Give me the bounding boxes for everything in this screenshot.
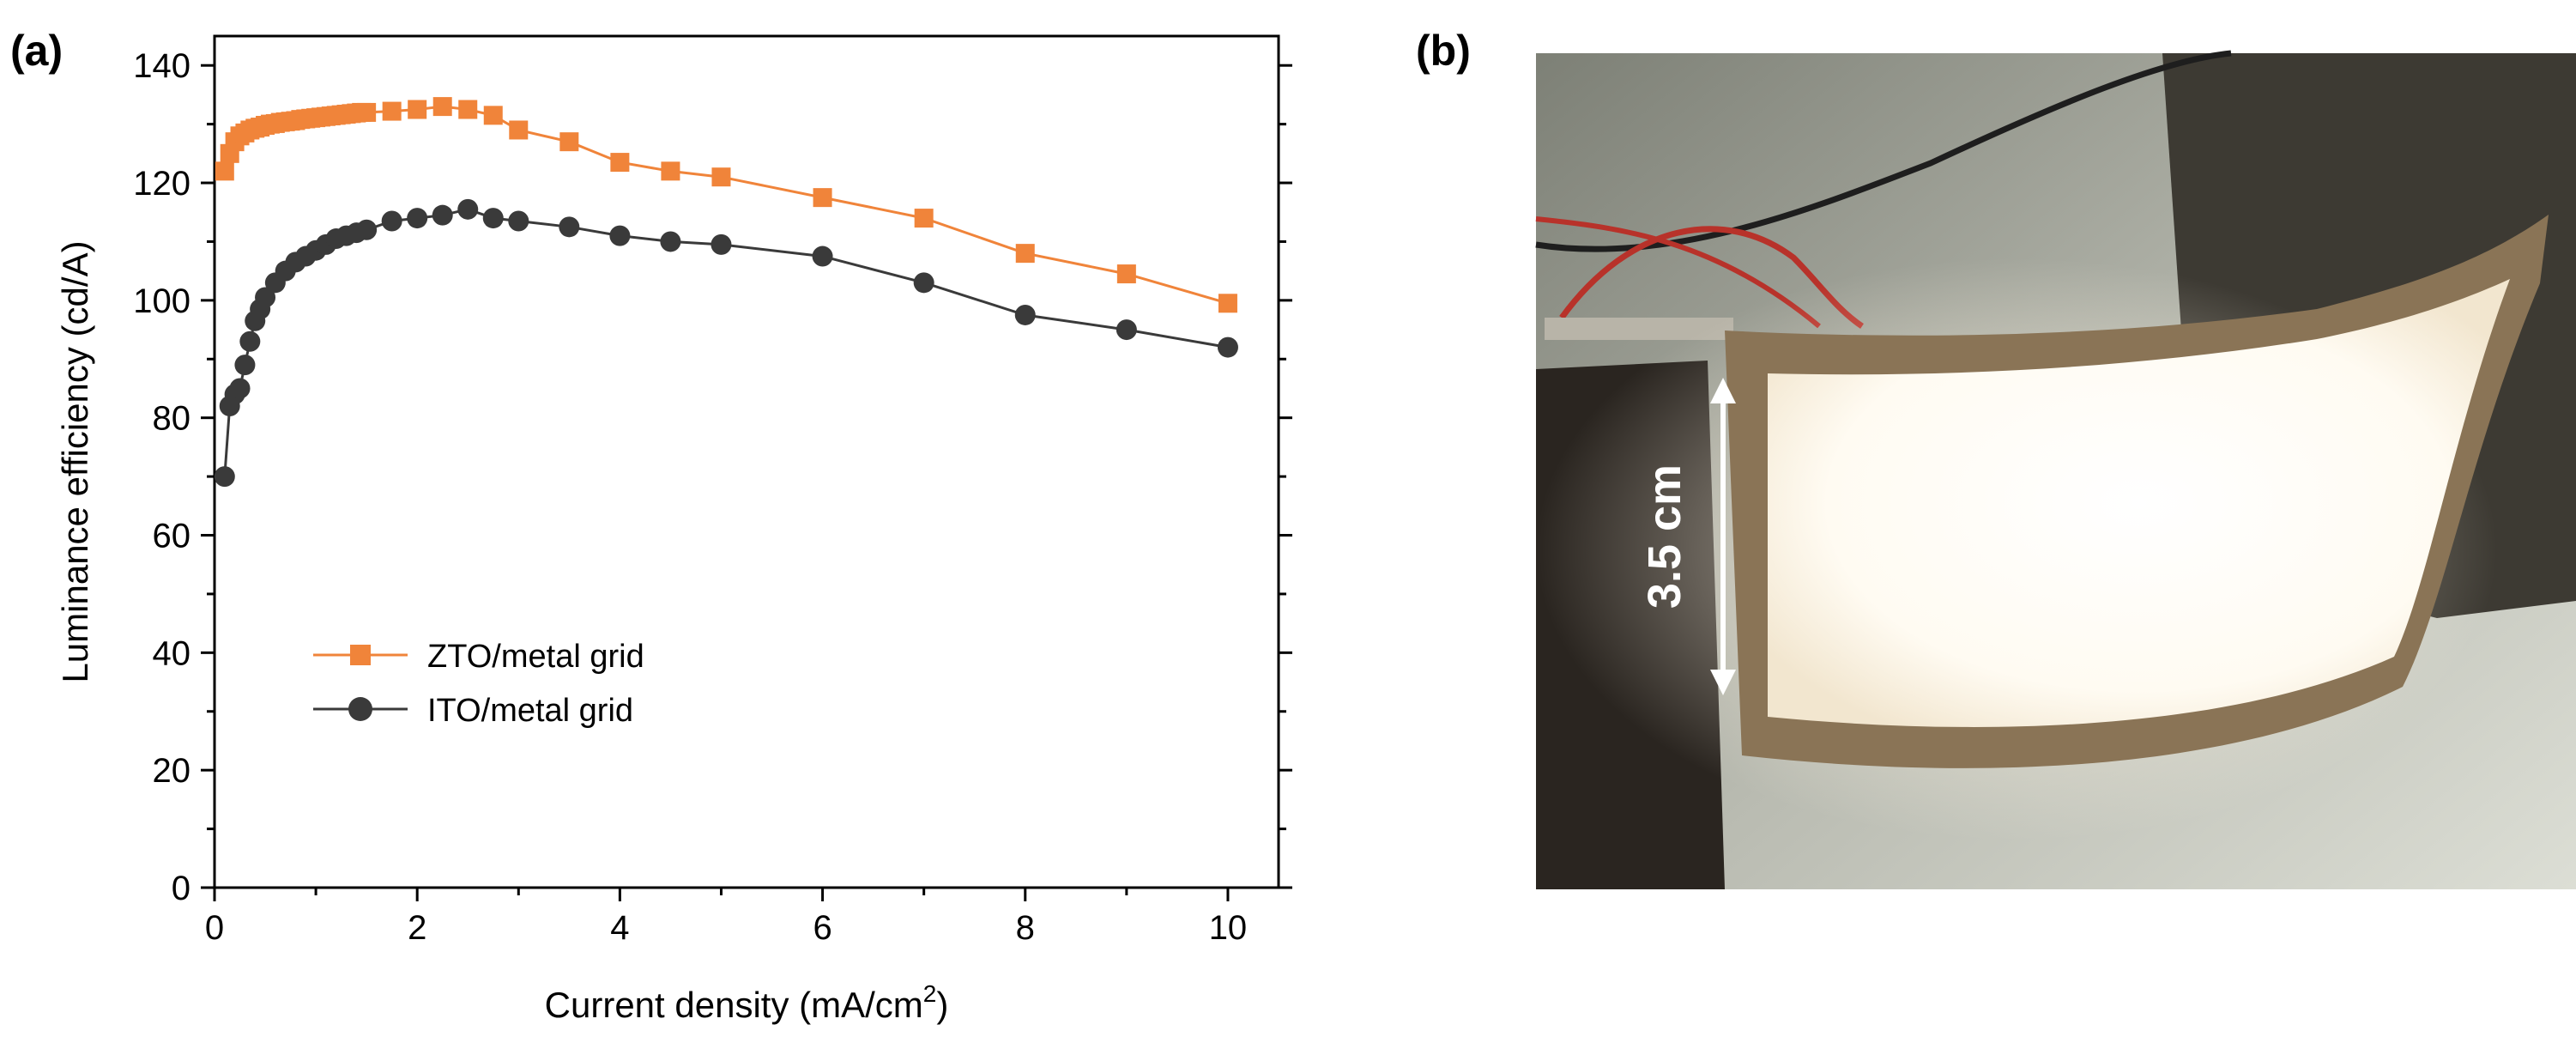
data-point-ito — [812, 246, 833, 267]
oled-photo: 3.5 cm — [1535, 50, 2576, 889]
legend-label-ito: ITO/metal grid — [427, 693, 633, 729]
series-line-zto — [223, 105, 1229, 305]
series-zto — [215, 97, 1237, 313]
photo-dimension-label: 3.5 cm — [1639, 464, 1690, 609]
series-ito — [214, 198, 1238, 488]
photo-wire-red-2 — [1535, 216, 1821, 329]
x-tick-label: 8 — [1016, 909, 1035, 947]
data-point-zto — [509, 120, 529, 140]
plot-frame — [213, 34, 1280, 889]
data-point-ito — [660, 231, 681, 252]
data-point-zto — [408, 100, 427, 119]
data-point-ito — [381, 210, 402, 232]
legend-label-zto: ZTO/metal grid — [427, 639, 644, 675]
y-axis-title: Luminance efficiency (cd/A) — [55, 240, 95, 682]
data-point-zto — [458, 100, 478, 119]
y-tick-label: 60 — [153, 518, 191, 555]
data-point-zto — [661, 161, 680, 181]
data-point-ito — [356, 219, 378, 240]
photo-wire-black — [1535, 50, 2232, 252]
legend: ZTO/metal grid ITO/metal grid — [313, 639, 644, 729]
data-point-ito — [913, 272, 934, 294]
data-point-ito — [229, 378, 251, 399]
legend-item-zto: ZTO/metal grid — [313, 639, 644, 675]
data-point-zto — [813, 188, 832, 208]
x-axis-title-sup: 2 — [923, 980, 937, 1007]
data-point-zto — [483, 106, 503, 125]
data-point-zto — [914, 209, 934, 228]
data-point-ito — [239, 330, 261, 352]
data-point-zto — [215, 161, 234, 181]
y-tick-label: 20 — [153, 752, 191, 790]
y-tick-label: 0 — [172, 870, 190, 907]
y-axis-ticks: 0 20 40 60 80 100 120 140 — [133, 47, 1292, 907]
series-layer — [214, 97, 1238, 488]
legend-marker-zto — [350, 645, 371, 665]
data-point-ito — [457, 198, 479, 220]
data-point-zto — [559, 132, 579, 152]
data-point-zto — [1015, 244, 1035, 264]
data-point-ito — [609, 225, 631, 246]
x-tick-label: 2 — [408, 909, 426, 947]
data-point-zto — [711, 167, 731, 187]
y-tick-label: 80 — [153, 400, 191, 438]
x-axis-title-close: ) — [936, 985, 948, 1025]
data-point-zto — [610, 153, 630, 173]
x-axis-title: Current density (mA/cm2) — [545, 980, 949, 1025]
y-tick-label: 40 — [153, 634, 191, 672]
y-tick-label: 120 — [133, 165, 190, 203]
data-point-ito — [559, 216, 580, 238]
x-tick-label: 10 — [1209, 909, 1248, 947]
x-tick-label: 6 — [813, 909, 831, 947]
data-point-zto — [357, 102, 377, 122]
legend-item-ito: ITO/metal grid — [313, 693, 633, 729]
x-tick-label: 4 — [610, 909, 629, 947]
data-point-ito — [1014, 304, 1036, 325]
data-point-ito — [1217, 337, 1238, 358]
data-point-zto — [1116, 264, 1136, 284]
x-tick-label: 0 — [205, 909, 224, 947]
data-point-ito — [407, 208, 428, 229]
y-tick-label: 140 — [133, 47, 190, 85]
data-point-ito — [508, 210, 529, 232]
data-point-zto — [382, 101, 402, 121]
photo-oled-emission — [1768, 279, 2510, 727]
data-point-zto — [1218, 294, 1237, 313]
data-point-ito — [482, 208, 504, 229]
panel-b-label: (b) — [1416, 27, 1471, 75]
chart: 0 2 4 6 8 10 0 20 40 60 80 100 120 140 Luminance eff… — [55, 34, 1292, 1025]
data-point-zto — [432, 97, 452, 117]
data-point-ito — [1116, 319, 1137, 341]
y-tick-label: 100 — [133, 282, 190, 320]
data-point-ito — [711, 233, 732, 255]
data-point-ito — [255, 287, 276, 308]
legend-marker-ito — [348, 697, 372, 721]
data-point-ito — [214, 466, 235, 488]
panel-a-label: (a) — [10, 27, 63, 75]
data-point-ito — [234, 355, 256, 376]
data-point-ito — [432, 204, 453, 226]
x-axis-ticks: 0 2 4 6 8 10 — [205, 888, 1247, 947]
x-axis-title-main: Current density (mA/cm — [545, 985, 923, 1025]
